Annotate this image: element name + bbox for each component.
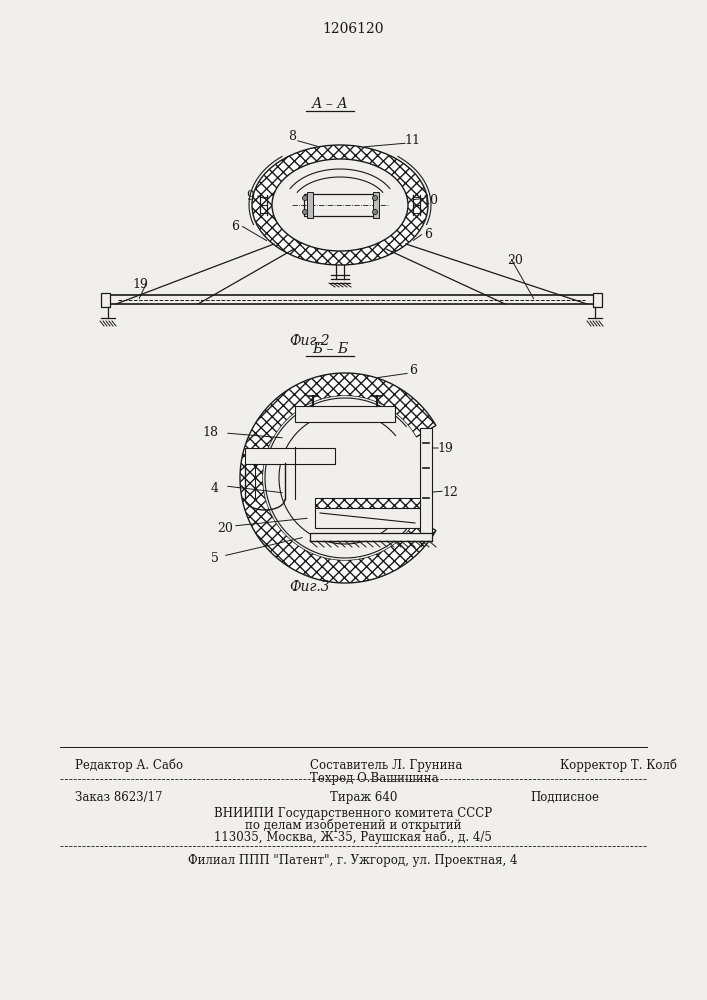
Circle shape (373, 210, 378, 215)
Bar (310, 533, 432, 541)
Polygon shape (240, 373, 436, 583)
Text: 4: 4 (211, 482, 219, 494)
Circle shape (303, 210, 308, 215)
Text: ВНИИПИ Государственного комитета СССР: ВНИИПИ Государственного комитета СССР (214, 807, 492, 820)
Text: 5: 5 (211, 552, 219, 564)
Bar (315, 498, 425, 508)
Bar (304, 194, 376, 216)
Bar (593, 293, 602, 307)
Text: 6: 6 (424, 229, 432, 241)
Bar (108, 295, 595, 304)
Text: 1206120: 1206120 (322, 22, 384, 36)
Text: Подписное: Подписное (530, 791, 599, 804)
Text: Составитель Л. Грунина: Составитель Л. Грунина (310, 759, 462, 772)
Text: Корректор Т. Колб: Корректор Т. Колб (560, 759, 677, 772)
Ellipse shape (272, 159, 408, 251)
Text: 20: 20 (507, 253, 523, 266)
Text: 19: 19 (132, 278, 148, 292)
Text: 10: 10 (422, 194, 438, 207)
Text: Заказ 8623/17: Заказ 8623/17 (75, 791, 163, 804)
Text: 18: 18 (202, 426, 218, 440)
Text: Б – Б: Б – Б (312, 342, 348, 356)
Bar (315, 508, 425, 528)
Bar (373, 192, 379, 218)
Text: 9: 9 (246, 190, 254, 204)
Text: 20: 20 (217, 522, 233, 534)
Text: Редактор А. Сабо: Редактор А. Сабо (75, 759, 183, 772)
Text: 6: 6 (409, 363, 417, 376)
Circle shape (373, 196, 378, 200)
Text: 8: 8 (288, 130, 296, 143)
Text: по делам изобретений и открытий: по делам изобретений и открытий (245, 819, 461, 832)
Bar (245, 448, 335, 464)
Text: Фиг.3: Фиг.3 (290, 580, 330, 594)
Text: Филиал ППП "Патент", г. Ужгород, ул. Проектная, 4: Филиал ППП "Патент", г. Ужгород, ул. Про… (188, 854, 518, 867)
Text: 113035, Москва, Ж-35, Раушская наб., д. 4/5: 113035, Москва, Ж-35, Раушская наб., д. … (214, 831, 492, 844)
Text: 19: 19 (437, 442, 453, 454)
Circle shape (303, 196, 308, 200)
Text: 12: 12 (442, 487, 458, 499)
Ellipse shape (252, 145, 428, 265)
Bar (295, 406, 395, 422)
Text: А – А: А – А (312, 97, 349, 111)
Text: Техред О.Вашишина: Техред О.Вашишина (310, 772, 438, 785)
Bar (307, 192, 313, 218)
Text: Тираж 640: Тираж 640 (330, 791, 397, 804)
Text: 6: 6 (231, 221, 239, 233)
Ellipse shape (263, 396, 427, 560)
Text: 11: 11 (404, 133, 420, 146)
Bar (420, 428, 432, 533)
Bar (101, 293, 110, 307)
Text: Фиг.2: Фиг.2 (290, 334, 330, 348)
